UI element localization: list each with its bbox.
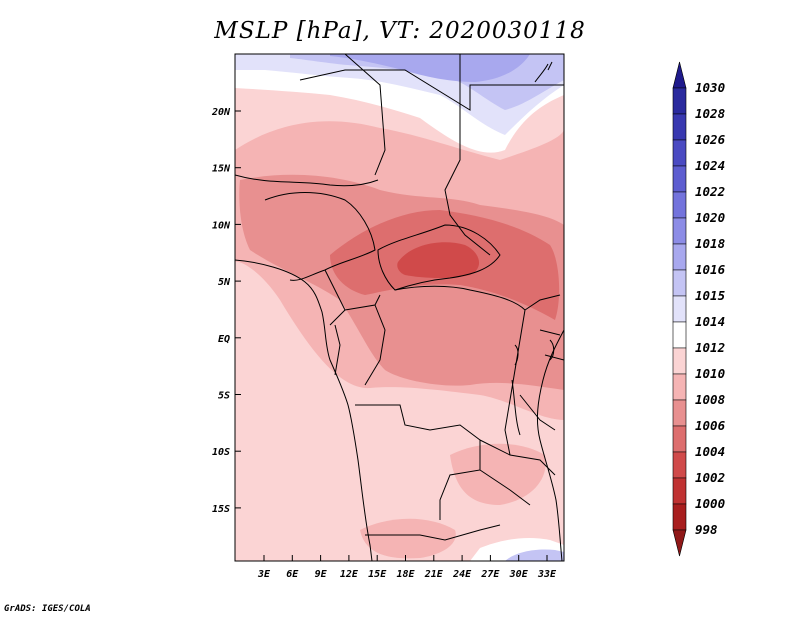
- country-borders: [235, 54, 564, 561]
- colorbar-label: 1015: [695, 288, 726, 303]
- lon-label: 15E: [368, 569, 387, 580]
- grads-credit: GrADS: IGES/COLA: [4, 604, 91, 614]
- band-1008-congo: [399, 304, 510, 384]
- nile-coast: [534, 61, 553, 83]
- colorbar-label: 1004: [695, 444, 725, 459]
- band-1002: [397, 242, 480, 279]
- map-frame: [234, 53, 565, 562]
- lon-label: 21E: [424, 569, 444, 580]
- border-namibia: [365, 524, 501, 541]
- border-drc-north: [394, 285, 526, 311]
- longitude-axis: 3E 6E 9E 12E 15E 18E 21E 24E 27E 30E 33E: [257, 555, 557, 580]
- colorbar-segment: [672, 217, 687, 245]
- colorbar-label: 1000: [695, 496, 725, 511]
- band-1008-east: [450, 443, 546, 505]
- lon-label: 30E: [509, 569, 529, 580]
- colorbar-label: 1002: [695, 470, 725, 485]
- colorbar-label: 1028: [695, 106, 725, 121]
- colorbar-segment: [672, 477, 687, 505]
- lat-label: 10N: [212, 220, 231, 231]
- colorbar-label: 1024: [695, 158, 725, 173]
- border-niger-chad: [235, 174, 379, 187]
- band-1015-south: [505, 549, 564, 561]
- colorbar-label: 998: [695, 522, 718, 537]
- colorbar-segment: [672, 399, 687, 427]
- colorbar-segment: [672, 295, 687, 323]
- colorbar-segment: [672, 347, 687, 375]
- colorbar-segment: [672, 451, 687, 479]
- colorbar-label: 1030: [695, 80, 725, 95]
- lat-label: 10S: [212, 447, 230, 458]
- coastline-west: [235, 259, 373, 561]
- colorbar-label: 1020: [695, 210, 725, 225]
- lon-label: 9E: [315, 569, 328, 580]
- lakes: [511, 339, 555, 436]
- colorbar-segment: [672, 113, 687, 141]
- colorbar: 1030 1028 1026 1024 1022 1020 1018 1016 1015 1014…: [672, 61, 726, 557]
- lat-label: 15N: [212, 164, 231, 175]
- colorbar-label: 1008: [695, 392, 725, 407]
- lon-label: 6E: [286, 569, 299, 580]
- lon-label: 12E: [340, 569, 359, 580]
- colorbar-label: 1018: [695, 236, 725, 251]
- band-1018: [330, 54, 530, 82]
- border-chad-sudan: [444, 54, 491, 256]
- lon-label: 3E: [257, 569, 271, 580]
- colorbar-segment: [672, 87, 687, 115]
- colorbar-segment: [672, 243, 687, 271]
- colorbar-label: 1012: [695, 340, 725, 355]
- coastline-east: [536, 329, 564, 561]
- colorbar-segment: [672, 529, 687, 557]
- lon-label: 18E: [396, 569, 415, 580]
- colorbar-label: 1022: [695, 184, 725, 199]
- colorbar-segment: [672, 321, 687, 349]
- colorbar-segment: [672, 373, 687, 401]
- border-car: [377, 224, 501, 291]
- colorbar-segment: [672, 165, 687, 193]
- colorbar-segment: [672, 139, 687, 167]
- lat-label: 15S: [212, 504, 230, 515]
- colorbar-label: 1026: [695, 132, 726, 147]
- colorbar-segment: [672, 269, 687, 297]
- lon-label: 33E: [537, 569, 557, 580]
- colorbar-label: 1016: [695, 262, 726, 277]
- lat-label: 20N: [211, 107, 231, 118]
- border-zambia: [479, 439, 556, 506]
- colorbar-label: 1006: [695, 418, 726, 433]
- pressure-field: [235, 54, 564, 561]
- border-nigeria: [264, 192, 376, 281]
- border-angola: [355, 404, 481, 520]
- border-congo: [334, 304, 386, 386]
- lat-label: EQ: [218, 334, 230, 345]
- lon-label: 24E: [452, 569, 472, 580]
- band-1008-south: [360, 518, 456, 559]
- colorbar-segment: [672, 503, 687, 531]
- border-north-horizontal: [299, 69, 564, 111]
- map-title: MSLP [hPa], VT: 2020030118: [214, 18, 586, 44]
- colorbar-label: 1010: [695, 366, 725, 381]
- colorbar-segment: [672, 191, 687, 219]
- lat-label: 5N: [218, 277, 231, 288]
- latitude-axis: 20N 15N 10N 5N EQ 5S 10S 15S: [211, 107, 241, 515]
- colorbar-segment: [672, 61, 687, 89]
- colorbar-segment: [672, 425, 687, 453]
- lon-label: 27E: [480, 569, 500, 580]
- lat-label: 5S: [218, 391, 230, 402]
- border-east-africa: [519, 294, 564, 431]
- colorbar-label: 1014: [695, 314, 725, 329]
